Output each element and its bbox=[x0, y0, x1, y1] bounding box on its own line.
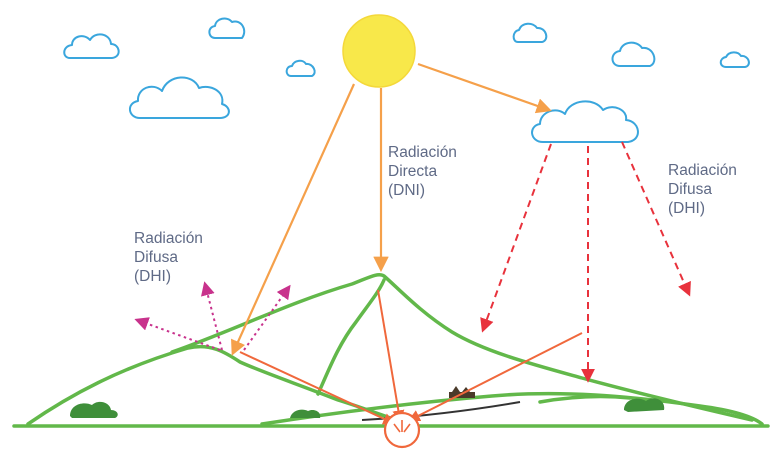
direct-ray-to-cloud bbox=[417, 62, 552, 114]
cloud-icon bbox=[719, 51, 750, 68]
diffuse-radiation-label-right: Radiación Difusa (DHI) bbox=[668, 161, 737, 218]
cloud-icon bbox=[611, 41, 656, 67]
cloud-icon bbox=[63, 33, 120, 59]
reflected-ray-right bbox=[243, 284, 291, 351]
house-icon bbox=[449, 386, 475, 398]
diffuse-left-line-3: (DHI) bbox=[134, 268, 172, 285]
direct-label-line-2: Directa bbox=[388, 163, 438, 180]
diffuse-radiation-label-left: Radiación Difusa (DHI) bbox=[134, 229, 203, 286]
cloud-icon bbox=[531, 100, 639, 143]
bush-icon bbox=[70, 401, 118, 418]
cloud-icon bbox=[512, 22, 548, 43]
diffuse-ray-left bbox=[480, 143, 552, 333]
diffuse-left-line-1: Radiación bbox=[134, 230, 203, 247]
cloud-icon bbox=[285, 59, 316, 77]
ray-to-sensor-right bbox=[407, 332, 583, 422]
mountain-ridge bbox=[316, 278, 386, 396]
bush-icon bbox=[624, 398, 665, 412]
bush-icon bbox=[290, 409, 321, 418]
reflected-ray-left bbox=[134, 317, 221, 351]
diffuse-right-line-1: Radiación bbox=[668, 162, 737, 179]
direct-label-line-3: (DNI) bbox=[388, 182, 426, 199]
diffuse-ray-right bbox=[621, 141, 691, 297]
right-slope bbox=[538, 394, 632, 404]
direct-ray-to-hill bbox=[231, 83, 356, 356]
ray-to-sensor-left bbox=[239, 351, 396, 425]
road-line bbox=[361, 401, 521, 421]
ray-to-sensor-center bbox=[377, 289, 405, 423]
diffuse-left-line-2: Difusa bbox=[134, 249, 178, 266]
right-hill bbox=[260, 391, 764, 426]
direct-label-line-1: Radiación bbox=[388, 144, 457, 161]
cloud-icon bbox=[129, 76, 230, 119]
diffuse-right-line-2: Difusa bbox=[668, 181, 712, 198]
diffuse-right-line-3: (DHI) bbox=[668, 200, 706, 217]
direct-radiation-label: Radiación Directa (DNI) bbox=[388, 143, 457, 200]
sun-icon bbox=[342, 14, 416, 88]
main-mountain bbox=[170, 272, 754, 422]
cloud-icon bbox=[208, 17, 246, 39]
sensor-icon bbox=[383, 411, 421, 449]
